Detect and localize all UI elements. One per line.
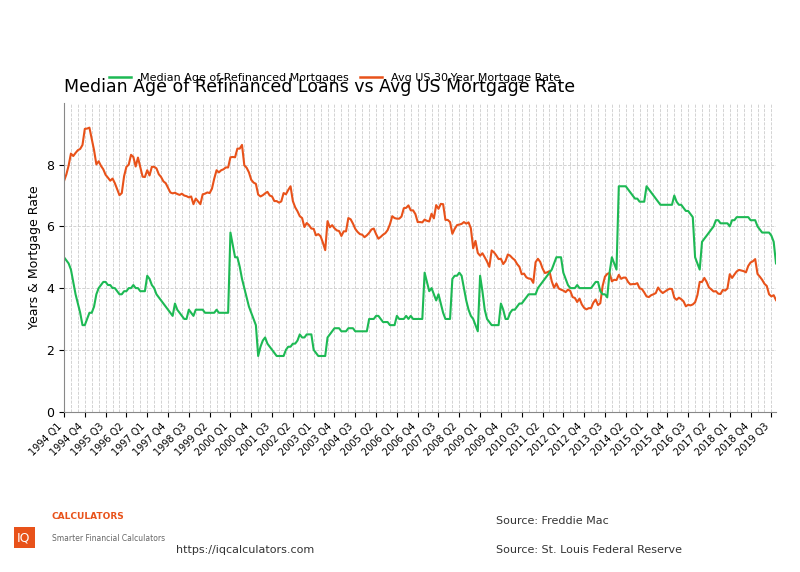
Avg US 30-Year Mortgage Rate: [346, 216, 355, 223]
Text: https://iqcalculators.com: https://iqcalculators.com: [176, 545, 314, 555]
Avg US 30-Year Mortgage Rate: [771, 297, 781, 304]
Avg US 30-Year Mortgage Rate: [582, 306, 591, 313]
Avg US 30-Year Mortgage Rate: [62, 171, 71, 178]
Text: CALCULATORS: CALCULATORS: [52, 511, 125, 521]
Median Age of Refinanced Mortgages: [59, 254, 69, 261]
Avg US 30-Year Mortgage Rate: [221, 164, 230, 171]
Median Age of Refinanced Mortgages: [346, 325, 355, 332]
Y-axis label: Years & Mortgage Rate: Years & Mortgage Rate: [28, 185, 41, 329]
Median Age of Refinanced Mortgages: [218, 309, 228, 316]
Legend: Median Age of Refinanced Mortgages, Avg US 30-Year Mortgage Rate: Median Age of Refinanced Mortgages, Avg …: [105, 69, 565, 88]
Median Age of Refinanced Mortgages: [298, 334, 307, 341]
Avg US 30-Year Mortgage Rate: [85, 124, 94, 131]
Text: Median Age of Refinanced Loans vs Avg US Mortgage Rate: Median Age of Refinanced Loans vs Avg US…: [64, 78, 575, 96]
Avg US 30-Year Mortgage Rate: [298, 214, 307, 221]
Text: Source: Freddie Mac: Source: Freddie Mac: [496, 517, 609, 526]
Median Age of Refinanced Mortgages: [62, 257, 71, 264]
Avg US 30-Year Mortgage Rate: [415, 219, 425, 225]
Median Age of Refinanced Mortgages: [254, 352, 263, 359]
Text: Source: St. Louis Federal Reserve: Source: St. Louis Federal Reserve: [496, 545, 682, 555]
Text: Smarter Financial Calculators: Smarter Financial Calculators: [52, 534, 165, 543]
Text: IQ: IQ: [18, 531, 30, 544]
Median Age of Refinanced Mortgages: [415, 316, 425, 323]
Median Age of Refinanced Mortgages: [135, 288, 145, 295]
Avg US 30-Year Mortgage Rate: [138, 173, 147, 180]
Line: Median Age of Refinanced Mortgages: Median Age of Refinanced Mortgages: [64, 186, 776, 356]
Line: Avg US 30-Year Mortgage Rate: Avg US 30-Year Mortgage Rate: [64, 128, 776, 309]
Avg US 30-Year Mortgage Rate: [59, 177, 69, 184]
Median Age of Refinanced Mortgages: [614, 183, 624, 190]
Median Age of Refinanced Mortgages: [771, 260, 781, 267]
